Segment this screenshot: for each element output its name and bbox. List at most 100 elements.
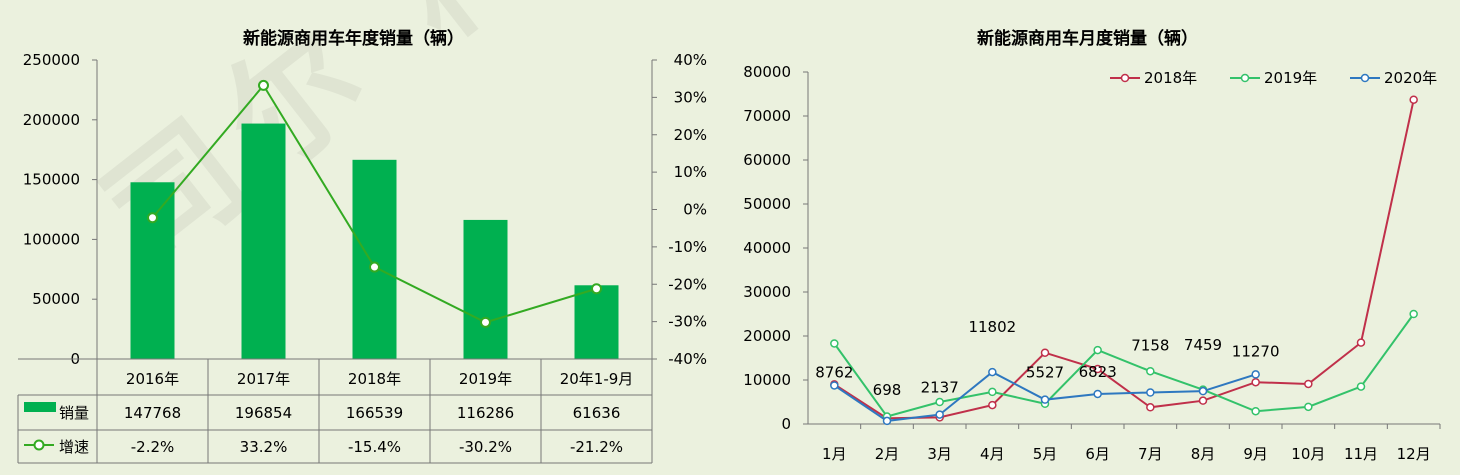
point-2018年-4月: [988, 400, 997, 410]
y-tick-label: 150000: [23, 171, 80, 189]
table-cell-growth: -2.2%: [131, 438, 175, 456]
point-2019年-6月: [1093, 345, 1102, 355]
y-tick-label: 50000: [743, 195, 791, 213]
point-2019年-12月: [1409, 309, 1418, 319]
data-label-2020: 7158: [1131, 337, 1169, 355]
y2-tick-label: 30%: [674, 88, 707, 106]
legend-swatch-bar: [24, 402, 56, 412]
data-label-2020: 7459: [1184, 336, 1222, 354]
y2-tick-label: -30%: [668, 313, 707, 331]
y2-tick-label: -20%: [668, 275, 707, 293]
point-2018年-11月: [1356, 338, 1366, 347]
y-tick-label: 40000: [743, 239, 791, 257]
x-tick-label: 1月: [822, 445, 847, 463]
x-tick-label: 2月: [875, 445, 900, 463]
monthly-chart-title: 新能源商用车月度销量（辆）: [977, 29, 1198, 49]
y-tick-label: 80000: [743, 63, 791, 81]
y-tick-label: 50000: [32, 290, 80, 308]
y-tick-label: 0: [781, 415, 791, 433]
table-row-label: 销量: [59, 404, 89, 422]
data-label-2020: 11270: [1232, 342, 1280, 360]
point-2019年-11月: [1356, 382, 1366, 391]
data-label-2020: 6823: [1079, 363, 1117, 381]
y-tick-label: 30000: [743, 283, 791, 301]
y2-tick-label: 20%: [674, 126, 707, 144]
point-2018年-12月: [1409, 95, 1418, 104]
x-tick-label: 4月: [980, 445, 1005, 463]
point-2019年-1月: [830, 339, 839, 348]
x-tick-label: 10月: [1291, 445, 1325, 463]
point-2019年-7月: [1146, 366, 1155, 376]
point-2020年-1月: [830, 381, 839, 390]
legend-label-2018年: 2018年: [1144, 69, 1197, 87]
legend-marker-2018年: [1120, 73, 1130, 83]
data-label-2020: 11802: [968, 318, 1016, 336]
legend-label-2019年: 2019年: [1264, 69, 1317, 87]
data-label-2020: 8762: [815, 363, 853, 381]
point-2018年-6月: [1093, 364, 1102, 374]
point-2020年-7月: [1146, 388, 1155, 397]
x-tick-label: 7月: [1138, 445, 1163, 463]
y-tick-label: 70000: [743, 107, 791, 125]
point-2018年-5月: [1040, 348, 1050, 357]
series-line-2019年: [833, 313, 1415, 418]
x-tick-label: 11月: [1344, 445, 1378, 463]
point-2019年-9月: [1251, 406, 1260, 416]
legend-marker-2019年: [1240, 73, 1250, 83]
legend-marker-2020年: [1360, 73, 1370, 83]
point-2020年-8月: [1198, 386, 1208, 396]
annual-sales-chart: 050000100000150000200000250000-40%-30%-2…: [17, 51, 707, 464]
point-2019年-3月: [935, 397, 944, 407]
x-tick-label: 2017年: [237, 370, 290, 388]
point-2020年-9月: [1251, 370, 1260, 379]
x-tick-label: 20年1-9月: [560, 370, 634, 388]
data-label-2020: 698: [873, 381, 902, 399]
growth-point-2017年: [258, 79, 269, 91]
y-tick-label: 250000: [23, 51, 80, 69]
point-2020年-5月: [1040, 395, 1050, 404]
bar-2018年: [352, 159, 397, 359]
bar-2019年: [463, 219, 508, 359]
growth-point-2016年: [147, 212, 158, 224]
table-row-label: 增速: [59, 438, 89, 456]
point-2018年-9月: [1251, 377, 1260, 387]
data-label-2020: 5527: [1026, 364, 1064, 382]
legend-swatch-marker: [33, 439, 45, 451]
data-label-2020: 2137: [921, 379, 959, 397]
x-tick-label: 9月: [1243, 445, 1268, 463]
series-line-2018年: [833, 99, 1415, 420]
y-tick-label: 100000: [23, 230, 80, 248]
table-cell-sales: 196854: [235, 404, 292, 422]
growth-point-20年1-9月: [591, 283, 602, 295]
y-tick-label: 20000: [743, 327, 791, 345]
point-2019年-10月: [1304, 402, 1313, 412]
bar-2016年: [130, 182, 175, 359]
legend-label-2020年: 2020年: [1384, 69, 1437, 87]
table-cell-sales: 61636: [573, 404, 621, 422]
x-tick-label: 5月: [1033, 445, 1058, 463]
x-tick-label: 2018年: [348, 370, 401, 388]
bar-2017年: [241, 123, 286, 359]
annual-chart-title: 新能源商用车年度销量（辆）: [243, 29, 464, 49]
table-cell-sales: 166539: [346, 404, 403, 422]
y2-tick-label: -40%: [668, 350, 707, 368]
point-2020年-2月: [882, 416, 892, 426]
x-tick-label: 2019年: [459, 370, 512, 388]
x-tick-label: 8月: [1191, 445, 1216, 463]
x-tick-label: 12月: [1397, 445, 1431, 463]
y2-tick-label: -10%: [668, 238, 707, 256]
y2-tick-label: 40%: [674, 51, 707, 69]
y2-tick-label: 10%: [674, 163, 707, 181]
table-cell-sales: 116286: [457, 404, 514, 422]
y-tick-label: 200000: [23, 111, 80, 129]
point-2019年-4月: [988, 387, 997, 397]
point-2020年-3月: [935, 410, 944, 419]
point-2020年-6月: [1093, 389, 1102, 399]
table-cell-growth: -21.2%: [570, 438, 623, 456]
x-tick-label: 2016年: [126, 370, 179, 388]
bar-20年1-9月: [574, 285, 619, 359]
x-tick-label: 3月: [927, 445, 952, 463]
growth-point-2018年: [369, 261, 380, 273]
growth-point-2019年: [480, 316, 491, 328]
